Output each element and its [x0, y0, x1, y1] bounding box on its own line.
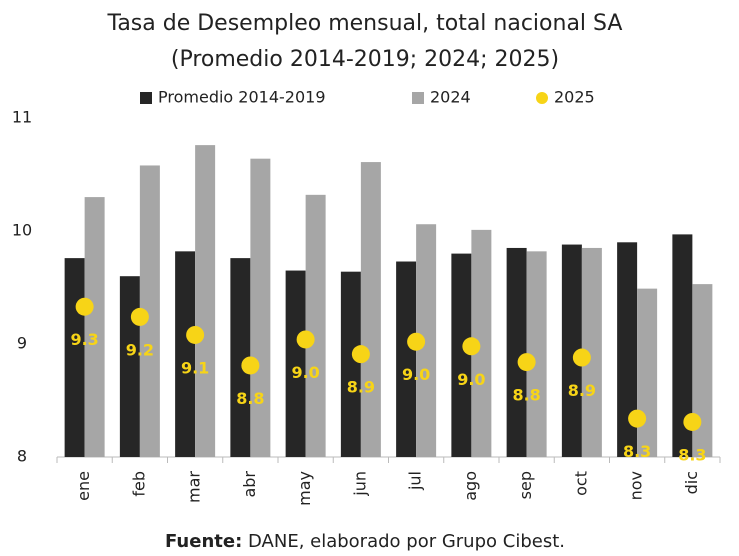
- value-label: 8.3: [623, 442, 651, 461]
- dot: [296, 330, 315, 349]
- legend-label: 2024: [430, 88, 471, 107]
- value-label: 8.9: [347, 378, 375, 397]
- bar: [617, 242, 638, 457]
- value-label: 9.3: [70, 330, 98, 349]
- value-label: 8.8: [236, 389, 264, 408]
- dot: [407, 332, 426, 351]
- bar: [692, 284, 713, 457]
- dot: [462, 337, 481, 356]
- bar: [561, 244, 582, 457]
- bar: [471, 229, 492, 457]
- bar: [581, 247, 602, 457]
- chart-subtitle: (Promedio 2014-2019; 2024; 2025): [171, 47, 559, 72]
- dot: [186, 325, 205, 344]
- value-label: 9.1: [181, 358, 209, 377]
- bar: [506, 247, 527, 457]
- x-tick-label: ago: [461, 471, 480, 501]
- x-tick-label: ene: [74, 471, 93, 501]
- legend-label: Promedio 2014-2019: [158, 88, 326, 107]
- value-label: 8.3: [678, 445, 706, 464]
- legend-swatch: [412, 92, 424, 104]
- dot: [241, 356, 260, 375]
- y-tick-label: 10: [12, 221, 32, 240]
- y-tick-label: 8: [17, 447, 27, 466]
- bar: [416, 224, 437, 457]
- x-tick-label: sep: [516, 471, 535, 499]
- dot: [75, 297, 94, 316]
- legend-swatch: [140, 92, 152, 104]
- bar: [672, 234, 693, 457]
- value-label: 9.2: [126, 340, 154, 359]
- bar: [360, 162, 381, 457]
- source-label: Fuente:: [165, 531, 242, 552]
- bar: [230, 258, 251, 457]
- x-tick-label: dic: [682, 471, 701, 494]
- bar: [526, 251, 547, 457]
- value-label: 9.0: [457, 370, 485, 389]
- bar: [119, 276, 140, 457]
- dot: [351, 345, 370, 364]
- dot: [517, 353, 536, 372]
- source-text: DANE, elaborado por Grupo Cibest.: [248, 531, 565, 552]
- x-tick-label: feb: [129, 471, 148, 497]
- x-tick-label: mar: [185, 471, 204, 503]
- x-tick-label: jun: [350, 471, 369, 497]
- bar: [305, 194, 326, 457]
- value-label: 9.0: [402, 365, 430, 384]
- dot: [130, 307, 149, 326]
- x-tick-label: oct: [571, 471, 590, 496]
- bar: [451, 253, 472, 457]
- x-tick-label: abr: [240, 471, 259, 498]
- bar: [64, 258, 85, 457]
- value-label: 9.0: [291, 363, 319, 382]
- x-tick-label: may: [295, 471, 314, 506]
- value-label: 8.9: [568, 381, 596, 400]
- chart-title: Tasa de Desempleo mensual, total naciona…: [107, 11, 623, 36]
- legend-swatch: [536, 92, 548, 104]
- bar: [175, 251, 196, 457]
- bar: [250, 158, 271, 457]
- bar: [637, 288, 658, 457]
- bar: [285, 270, 306, 457]
- dot: [683, 412, 702, 431]
- legend-label: 2025: [554, 88, 595, 107]
- bar: [84, 197, 105, 457]
- x-tick-label: nov: [627, 471, 646, 500]
- legend: Promedio 2014-2019 2024 2025: [140, 88, 595, 107]
- dot: [572, 348, 591, 367]
- bar: [139, 165, 160, 457]
- x-tick-label: jul: [406, 471, 425, 491]
- bar: [396, 261, 417, 457]
- value-label: 8.8: [512, 386, 540, 405]
- y-tick-label: 11: [12, 108, 32, 127]
- bar: [195, 145, 216, 457]
- bar: [340, 271, 361, 457]
- y-tick-label: 9: [17, 334, 27, 353]
- source: Fuente: DANE, elaborado por Grupo Cibest…: [165, 531, 565, 552]
- dot: [628, 409, 647, 428]
